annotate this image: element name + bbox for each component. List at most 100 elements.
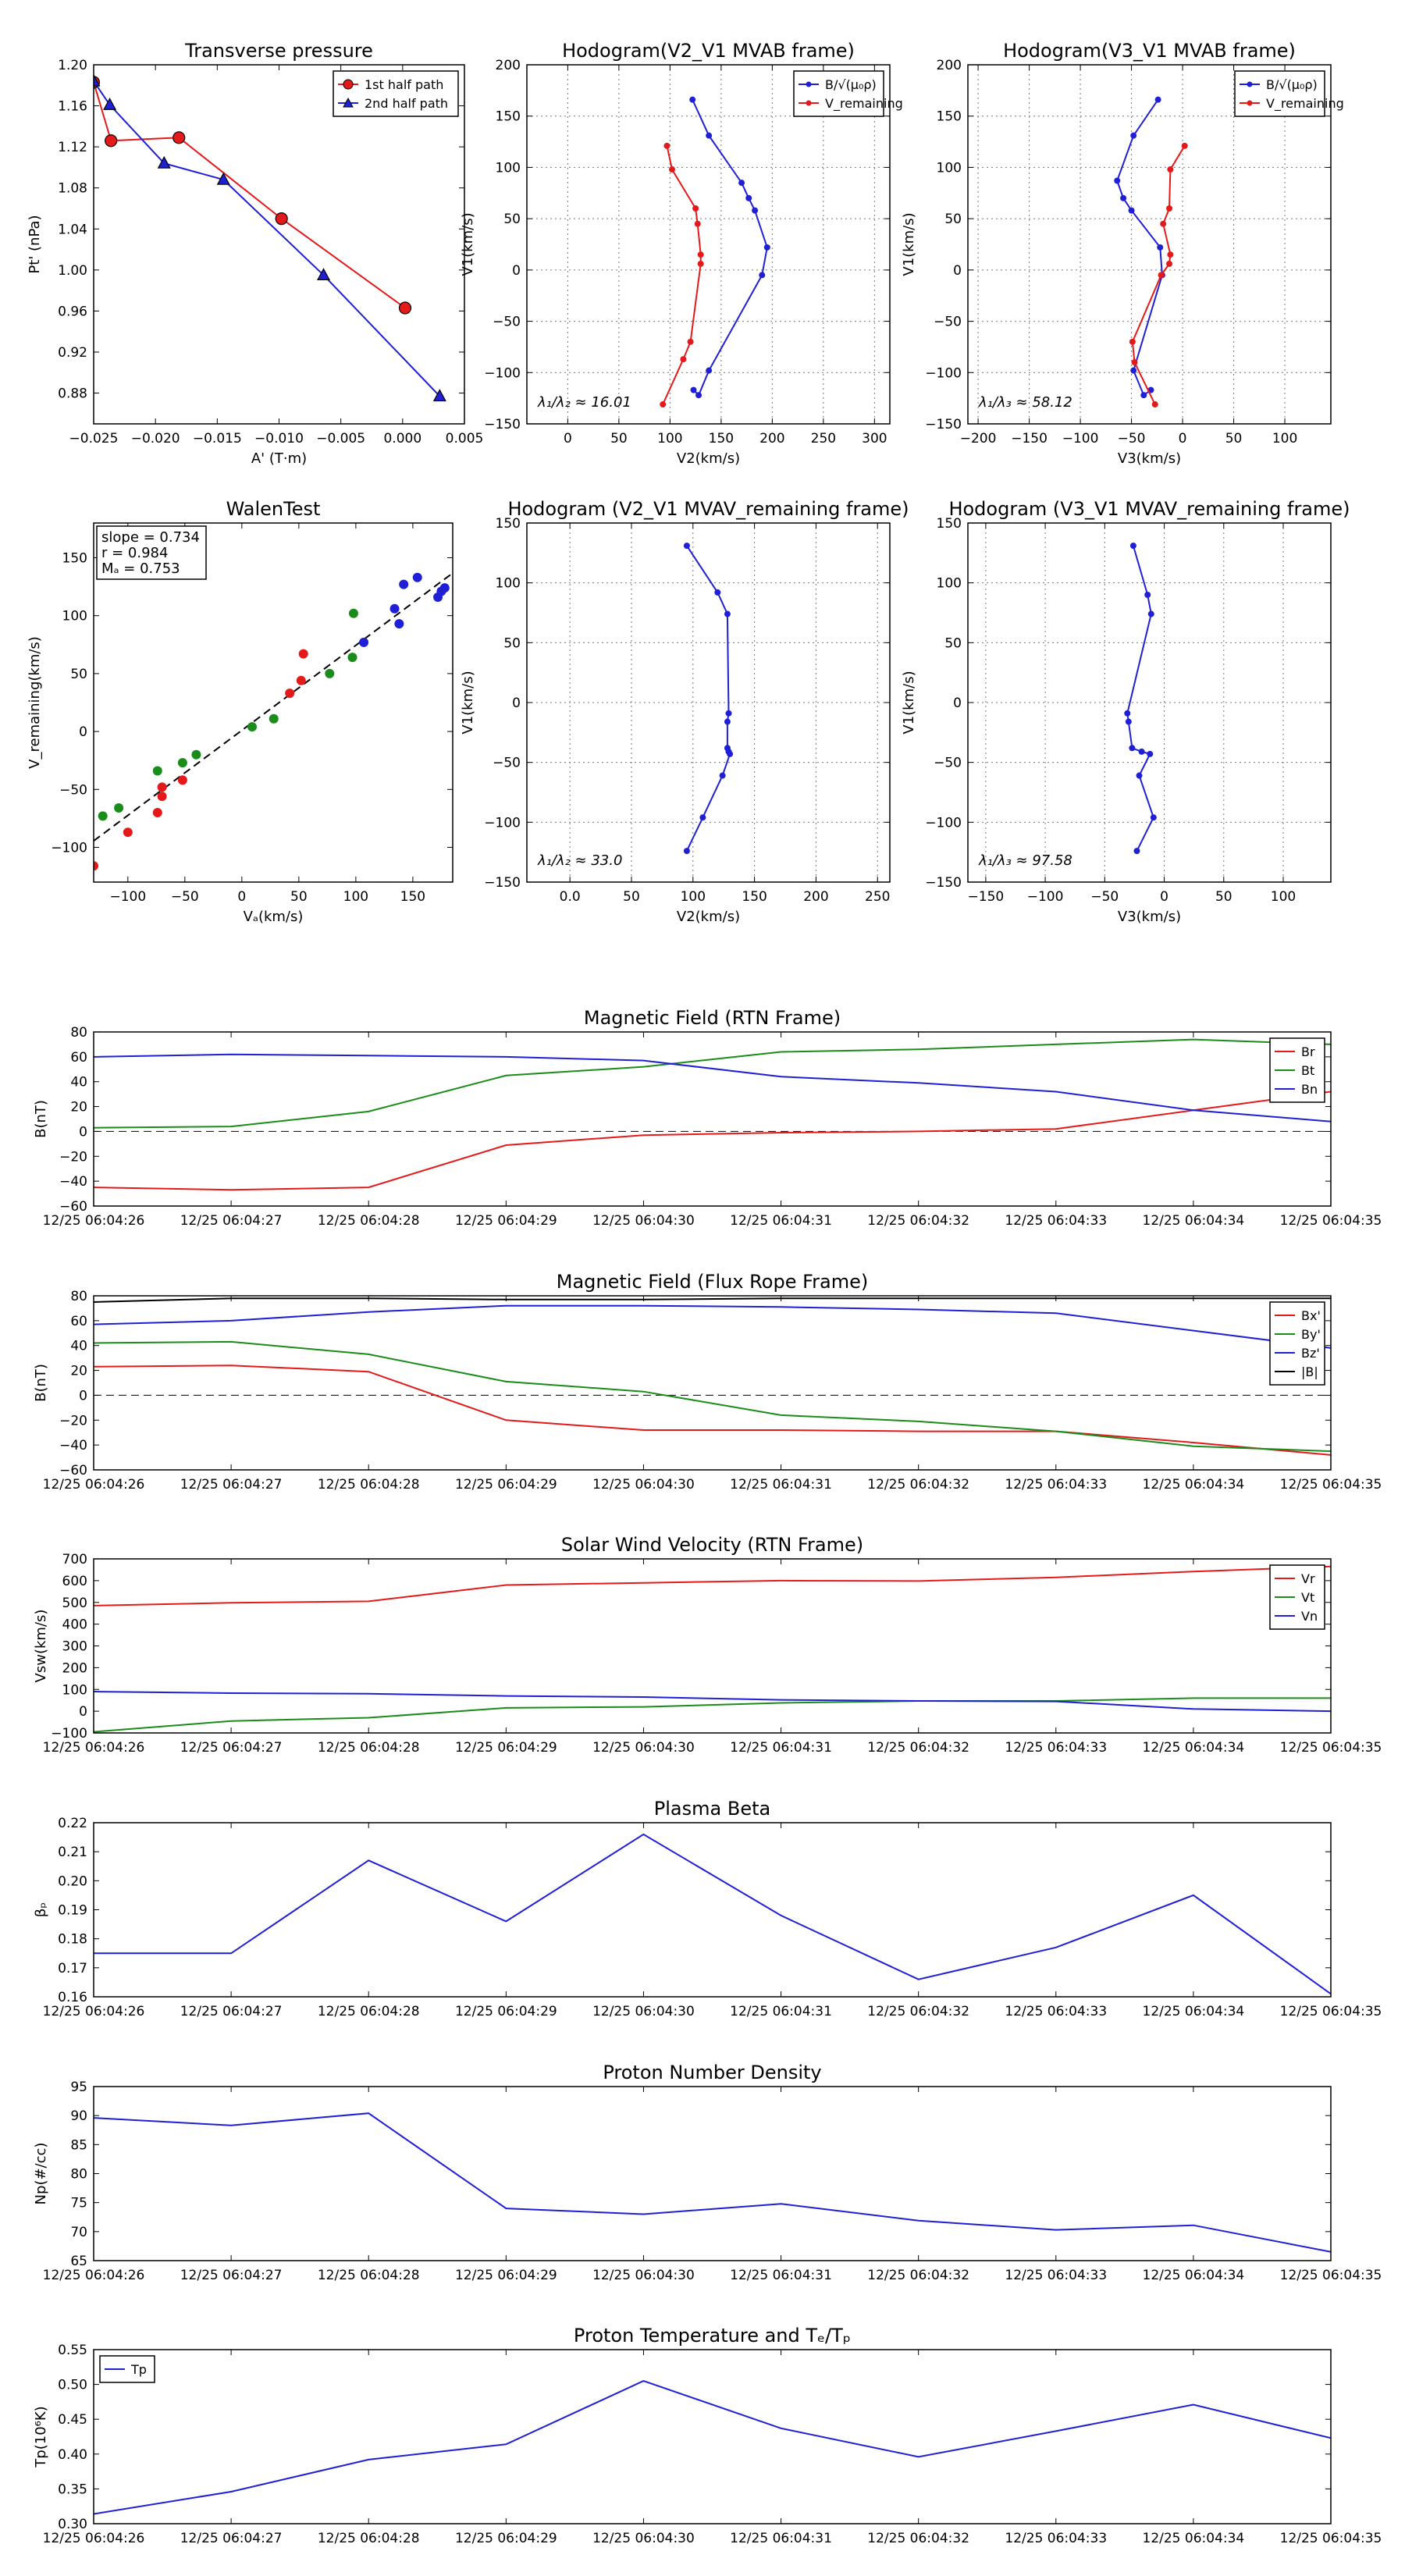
x-tick-label: 150 xyxy=(709,431,734,447)
data-point xyxy=(719,772,726,779)
data-point xyxy=(269,713,279,724)
data-point xyxy=(1150,814,1157,821)
y-axis-label: V1(km/s) xyxy=(901,212,917,276)
plot-area xyxy=(94,1297,1331,1456)
x-tick-label: 0 xyxy=(564,431,572,447)
x-tick-label: 12/25 06:04:31 xyxy=(730,1213,832,1229)
data-point xyxy=(1124,710,1131,717)
x-tick-label: 150 xyxy=(742,889,767,905)
data-point xyxy=(1129,543,1136,550)
data-point xyxy=(1130,367,1137,374)
x-tick-label: 12/25 06:04:26 xyxy=(43,1477,145,1493)
y-tick-label: 200 xyxy=(62,1660,87,1676)
x-tick-label: 250 xyxy=(811,431,836,447)
x-tick-label: 150 xyxy=(400,889,425,905)
y-tick-label: 0 xyxy=(79,1704,87,1720)
hodogram-v3v1-mvab-chart: Hodogram(V3_V1 MVAB frame)−200 −150 −100 −5… xyxy=(901,40,1344,467)
y-tick-label: −50 xyxy=(493,756,521,771)
x-tick-label: 100 xyxy=(1271,889,1296,905)
legend-marker xyxy=(343,97,354,108)
y-axis-label: B(nT) xyxy=(33,1364,49,1402)
data-point xyxy=(1125,718,1132,725)
y-tick-label: 0 xyxy=(512,696,521,711)
chart-title: Magnetic Field (Flux Rope Frame) xyxy=(557,1271,868,1293)
x-tick-label: 12/25 06:04:29 xyxy=(455,2268,557,2283)
y-tick-label: −100 xyxy=(484,815,521,831)
legend-label: B/√(μ₀ρ) xyxy=(1266,77,1318,92)
data-point xyxy=(94,73,101,87)
x-tick-label: 12/25 06:04:27 xyxy=(180,2004,283,2019)
x-tick-label: 0.005 xyxy=(446,431,484,447)
y-tick-label: −60 xyxy=(59,1463,87,1478)
y-tick-label: 60 xyxy=(70,1314,87,1329)
data-point xyxy=(724,610,731,617)
legend-label: 1st half path xyxy=(365,77,443,92)
data-point xyxy=(114,803,124,813)
data-point xyxy=(412,572,422,582)
x-tick-label: 12/25 06:04:34 xyxy=(1143,2004,1245,2019)
data-point xyxy=(660,401,667,408)
legend: B/√(μ₀ρ) V_remaining xyxy=(793,70,903,117)
data-point xyxy=(690,386,697,393)
x-axis-label: V2(km/s) xyxy=(677,450,740,467)
y-tick-label: 700 xyxy=(62,1552,87,1567)
x-tick-label: 12/25 06:04:29 xyxy=(455,1213,557,1229)
x-axis-label: V3(km/s) xyxy=(1118,450,1181,467)
data-point xyxy=(247,722,257,732)
x-tick-label: 50 xyxy=(1215,889,1232,905)
y-tick-label: −150 xyxy=(484,875,521,891)
data-point xyxy=(173,131,186,144)
data-point xyxy=(157,155,171,169)
legend: Vr Vt Vn xyxy=(1269,1564,1325,1630)
x-tick-label: 12/25 06:04:31 xyxy=(730,1477,832,1493)
data-point xyxy=(1166,205,1173,212)
fit-line xyxy=(94,572,453,842)
proton-temperature-chart: Proton Temperature and Tₑ/Tₚ 12/25 06:04:… xyxy=(33,2325,1382,2546)
data-point xyxy=(103,97,117,110)
data-point xyxy=(359,637,369,647)
data-point xyxy=(1129,745,1136,752)
x-tick-label: 50 xyxy=(610,431,628,447)
x-tick-label: −0.005 xyxy=(316,431,365,447)
series-line-br xyxy=(94,1091,1331,1191)
x-tick-label: 12/25 06:04:32 xyxy=(867,1213,969,1229)
y-tick-label: 0.50 xyxy=(58,2378,87,2393)
x-tick-label: 12/25 06:04:35 xyxy=(1280,1213,1382,1229)
y-tick-label: −40 xyxy=(59,1174,87,1190)
y-tick-label: 90 xyxy=(70,2108,87,2124)
y-tick-label: 100 xyxy=(496,160,521,176)
series-line-bz xyxy=(94,1304,1331,1349)
y-tick-label: 0.18 xyxy=(58,1932,87,1948)
y-tick-label: 40 xyxy=(70,1075,87,1091)
legend: Tp xyxy=(99,2355,155,2383)
y-axis-label: Vsw(km/s) xyxy=(33,1610,49,1683)
data-point xyxy=(177,775,187,785)
y-tick-label: −20 xyxy=(59,1413,87,1429)
x-tick-label: 12/25 06:04:33 xyxy=(1005,1213,1107,1229)
y-tick-label: 20 xyxy=(70,1100,87,1115)
series-line-b xyxy=(94,1297,1331,1303)
data-point xyxy=(1154,96,1161,103)
x-tick-label: 12/25 06:04:26 xyxy=(43,2004,145,2019)
axes-frame xyxy=(967,64,1332,425)
legend-label: 2nd half path xyxy=(365,96,448,111)
y-tick-label: 1.00 xyxy=(58,263,87,279)
x-tick-label: −200 xyxy=(960,431,997,447)
data-point xyxy=(347,653,357,663)
chart-title: WalenTest xyxy=(226,498,321,520)
x-tick-label: −150 xyxy=(1011,431,1048,447)
data-point xyxy=(296,675,306,685)
legend-marker xyxy=(343,79,354,90)
x-tick-label: 12/25 06:04:33 xyxy=(1005,1740,1107,1756)
x-tick-label: 12/25 06:04:27 xyxy=(180,1477,283,1493)
x-tick-label: 12/25 06:04:26 xyxy=(43,1213,145,1229)
y-tick-label: −50 xyxy=(493,315,521,330)
data-point xyxy=(157,792,167,802)
series-line-v-remaining xyxy=(1131,145,1186,405)
y-tick-label: 500 xyxy=(62,1596,87,1611)
series-line-vn xyxy=(94,1691,1331,1713)
data-point xyxy=(727,750,734,757)
x-tick-label: 12/25 06:04:31 xyxy=(730,2268,832,2283)
axes-frame xyxy=(93,1822,1332,1998)
y-tick-label: 50 xyxy=(503,212,521,227)
